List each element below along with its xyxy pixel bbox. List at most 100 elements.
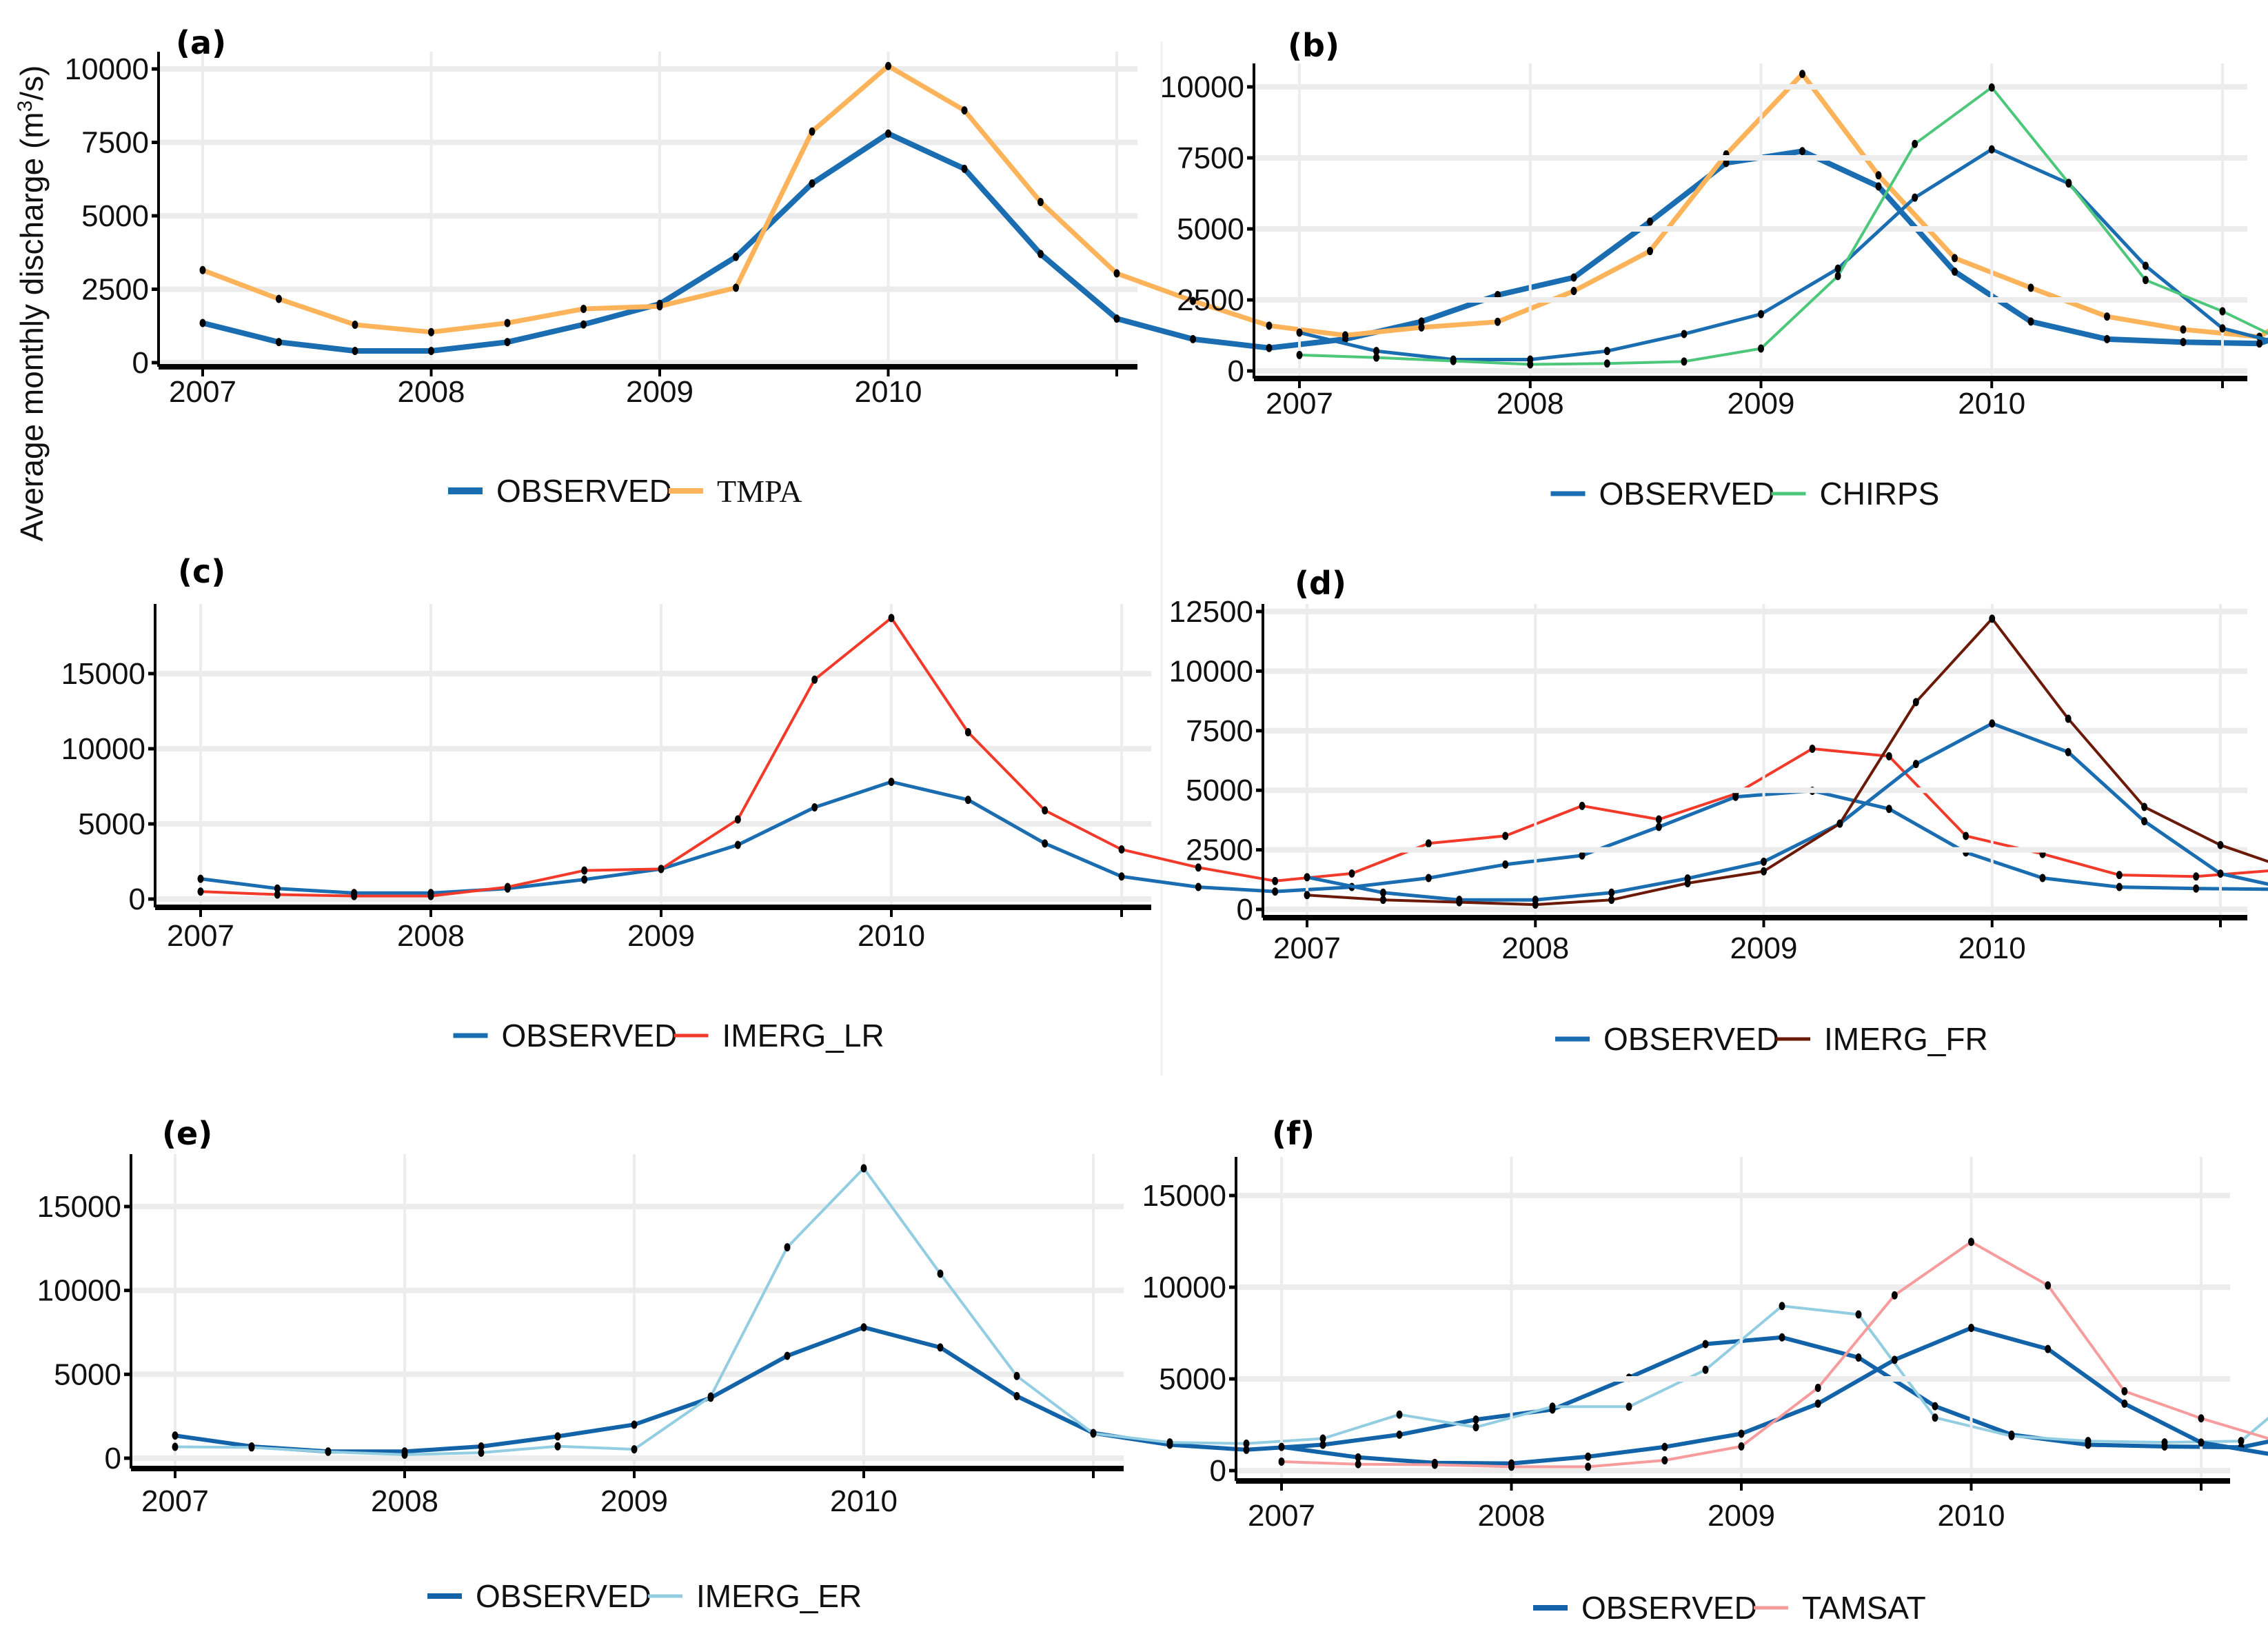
data-point-observed [2256, 339, 2262, 348]
data-point-observed [1042, 839, 1049, 848]
x-tick-label: 2009 [1708, 1499, 1775, 1533]
data-point-imerg_lr [504, 882, 511, 891]
data-point-observed [1373, 347, 1380, 356]
data-point-observed [1723, 159, 1730, 168]
data-point-observed [1118, 872, 1125, 881]
data-point-observed [885, 129, 891, 138]
data-point-observed [581, 875, 588, 884]
data-point-tamsat [1738, 1442, 1745, 1451]
legend: OBSERVED CHIRPS [1550, 476, 1940, 512]
data-point-tamsat [1508, 1462, 1515, 1471]
series-line-imerg_er [174, 1167, 2268, 1456]
data-point-observed [860, 1323, 867, 1332]
data-point-observed [276, 338, 282, 347]
data-point-tmpa [961, 106, 968, 115]
x-tick-label: 2009 [626, 375, 693, 409]
data-point-observed [1272, 887, 1279, 896]
data-point-chirps [1988, 83, 1995, 92]
series-line-imerg_lr [200, 616, 2268, 898]
data-point-observed [733, 252, 739, 261]
data-point-imerg_fr [1912, 698, 1919, 707]
data-point-observed [1989, 719, 1996, 728]
legend-label-observed: OBSERVED [502, 1018, 678, 1053]
data-point-observed [2219, 324, 2226, 333]
x-tick-label: 2007 [167, 919, 234, 953]
legend-label-tmpa: TMPA [717, 474, 802, 509]
panel-b: 0 2500 5000 7500 10000 2007 2008 2009 2010 (b) OBS… [1160, 27, 2268, 512]
panel-f: 0 5000 10000 15000 2007 2008 2009 2010 (f) OBSERV… [1142, 1115, 2268, 1626]
data-point-observed [428, 346, 434, 355]
data-point-chirps [1450, 356, 1457, 365]
data-point-observed [2141, 817, 2148, 826]
data-point-tmpa [2104, 312, 2110, 321]
data-point-chirps [1603, 359, 1610, 368]
data-point-tmpa [2027, 283, 2034, 292]
data-point-observed [734, 840, 741, 849]
data-point-tmpa [809, 127, 816, 136]
y-tick-label: 0 [129, 882, 145, 916]
legend: OBSERVED TAMSAT [1533, 1590, 1926, 1626]
data-point-tamsat [1814, 1384, 1821, 1393]
data-point-tamsat [2121, 1386, 2128, 1395]
y-tick-label: 15000 [1142, 1179, 1226, 1213]
data-point-imerg_fr [2141, 803, 2148, 811]
data-point-imerg_lr [1502, 831, 1509, 840]
data-point-tmpa [1418, 323, 1425, 332]
data-point-imerg_er [1932, 1413, 1938, 1422]
y-tick-label: 7500 [1186, 714, 1253, 748]
y-tick-label: 2500 [81, 273, 149, 307]
data-point-observed [1968, 1324, 1974, 1333]
data-point-chirps [2142, 276, 2149, 285]
data-point-tamsat [1278, 1457, 1285, 1466]
y-tick-label: 15000 [61, 657, 145, 691]
data-point-observed [1355, 1453, 1361, 1462]
data-point-imerg_lr [1042, 806, 1049, 815]
data-point-imerg_er [248, 1443, 255, 1452]
legend-label-chirps: CHIRPS [1820, 476, 1940, 512]
data-point-imerg_fr [1304, 891, 1310, 900]
y-tick-label: 12500 [1169, 595, 1253, 629]
data-point-chirps [1758, 344, 1764, 353]
data-point-observed [2027, 317, 2034, 326]
data-point-imerg_lr [1195, 863, 1202, 872]
data-point-imerg_er [1626, 1402, 1632, 1411]
data-point-observed [1195, 882, 1202, 891]
data-point-tamsat [1585, 1462, 1592, 1471]
data-point-imerg_lr [811, 675, 818, 684]
data-point-observed [961, 164, 968, 173]
data-point-observed [1319, 1440, 1326, 1449]
y-tick-label: 10000 [65, 52, 149, 86]
data-point-observed [1278, 1442, 1285, 1451]
data-point-chirps [1527, 360, 1534, 369]
x-tick-label: 2010 [1958, 387, 2025, 421]
data-point-observed [2045, 1344, 2052, 1353]
x-tick-label: 2010 [858, 919, 925, 953]
data-point-tmpa [1266, 321, 1273, 330]
data-point-observed [1875, 182, 1882, 191]
data-point-imerg_lr [1963, 831, 1970, 840]
data-point-tmpa [733, 283, 739, 292]
data-point-tmpa [1647, 247, 1653, 256]
data-point-imerg_er [784, 1243, 791, 1252]
data-point-observed [1472, 1415, 1479, 1424]
y-tick-label: 0 [105, 1442, 121, 1475]
data-point-imerg_er [1090, 1429, 1097, 1438]
data-point-chirps [1373, 353, 1380, 362]
data-point-imerg_er [1472, 1422, 1479, 1431]
y-tick-label: 2500 [1177, 283, 1244, 317]
data-point-imerg_lr [581, 866, 588, 875]
data-point-chirps [1834, 272, 1841, 281]
y-tick-label: 5000 [54, 1358, 121, 1391]
y-tick-label: 10000 [1142, 1271, 1226, 1304]
data-point-imerg_lr [2116, 871, 2123, 880]
data-point-imerg_er [1166, 1438, 1173, 1447]
data-point-observed [1891, 1355, 1898, 1364]
data-point-observed [1379, 888, 1386, 897]
data-point-imerg_er [1013, 1371, 1020, 1380]
data-point-observed [2142, 261, 2149, 270]
data-point-observed [1570, 273, 1577, 282]
series-line-chirps [1299, 85, 2268, 366]
data-point-imerg_er [172, 1442, 179, 1451]
data-point-tmpa [2180, 325, 2187, 334]
